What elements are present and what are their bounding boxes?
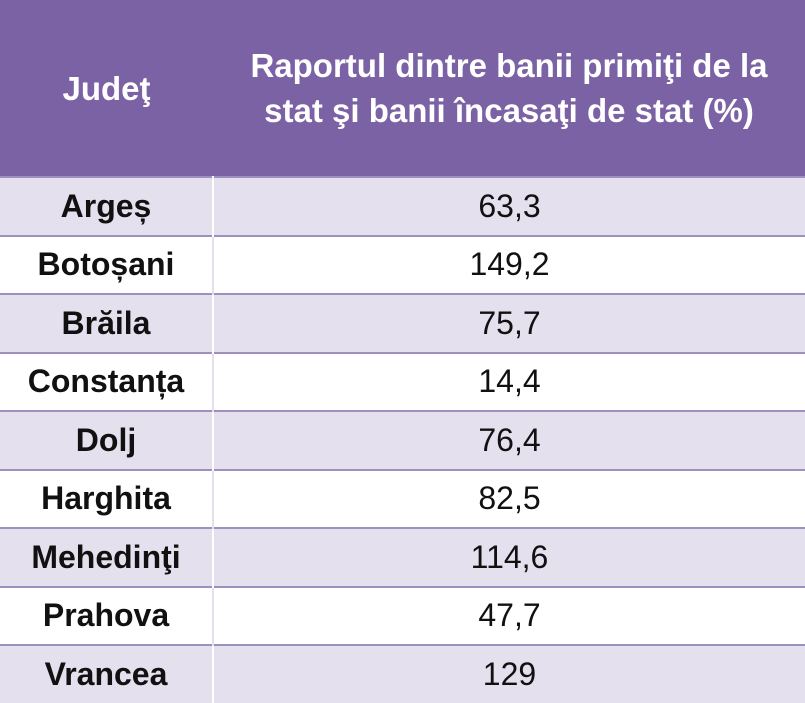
value-cell: 47,7: [213, 585, 805, 645]
table-row: Harghita 82,5: [0, 468, 805, 528]
header-ratio: Raportul dintre banii primiţi de la stat…: [213, 0, 805, 177]
table-row: Mehedinţi 114,6: [0, 527, 805, 587]
table-row: Vrancea 129: [0, 644, 805, 703]
table-row: Prahova 47,7: [0, 585, 805, 645]
table-row: Argeș 63,3: [0, 176, 805, 236]
table-body: Argeș 63,3 Botoșani 149,2 Brăila 75,7 Co…: [0, 176, 805, 703]
header-row: Judeţ Raportul dintre banii primiţi de l…: [0, 0, 805, 177]
value-cell: 149,2: [213, 234, 805, 294]
county-cell: Mehedinţi: [0, 527, 214, 587]
value-cell: 114,6: [213, 527, 805, 587]
county-cell: Brăila: [0, 293, 214, 353]
county-cell: Botoșani: [0, 234, 214, 294]
value-cell: 75,7: [213, 293, 805, 353]
value-cell: 63,3: [213, 176, 805, 236]
county-cell: Constanța: [0, 351, 214, 411]
county-cell: Vrancea: [0, 644, 214, 703]
table-row: Dolj 76,4: [0, 410, 805, 470]
value-cell: 82,5: [213, 468, 805, 528]
table-row: Botoșani 149,2: [0, 234, 805, 294]
table-row: Constanța 14,4: [0, 351, 805, 411]
value-cell: 129: [213, 644, 805, 703]
value-cell: 76,4: [213, 410, 805, 470]
county-cell: Dolj: [0, 410, 214, 470]
header-county: Judeţ: [0, 0, 213, 177]
county-cell: Harghita: [0, 468, 214, 528]
county-cell: Argeș: [0, 176, 214, 236]
table-row: Brăila 75,7: [0, 293, 805, 353]
table-header: Judeţ Raportul dintre banii primiţi de l…: [0, 0, 805, 177]
value-cell: 14,4: [213, 351, 805, 411]
county-cell: Prahova: [0, 585, 214, 645]
